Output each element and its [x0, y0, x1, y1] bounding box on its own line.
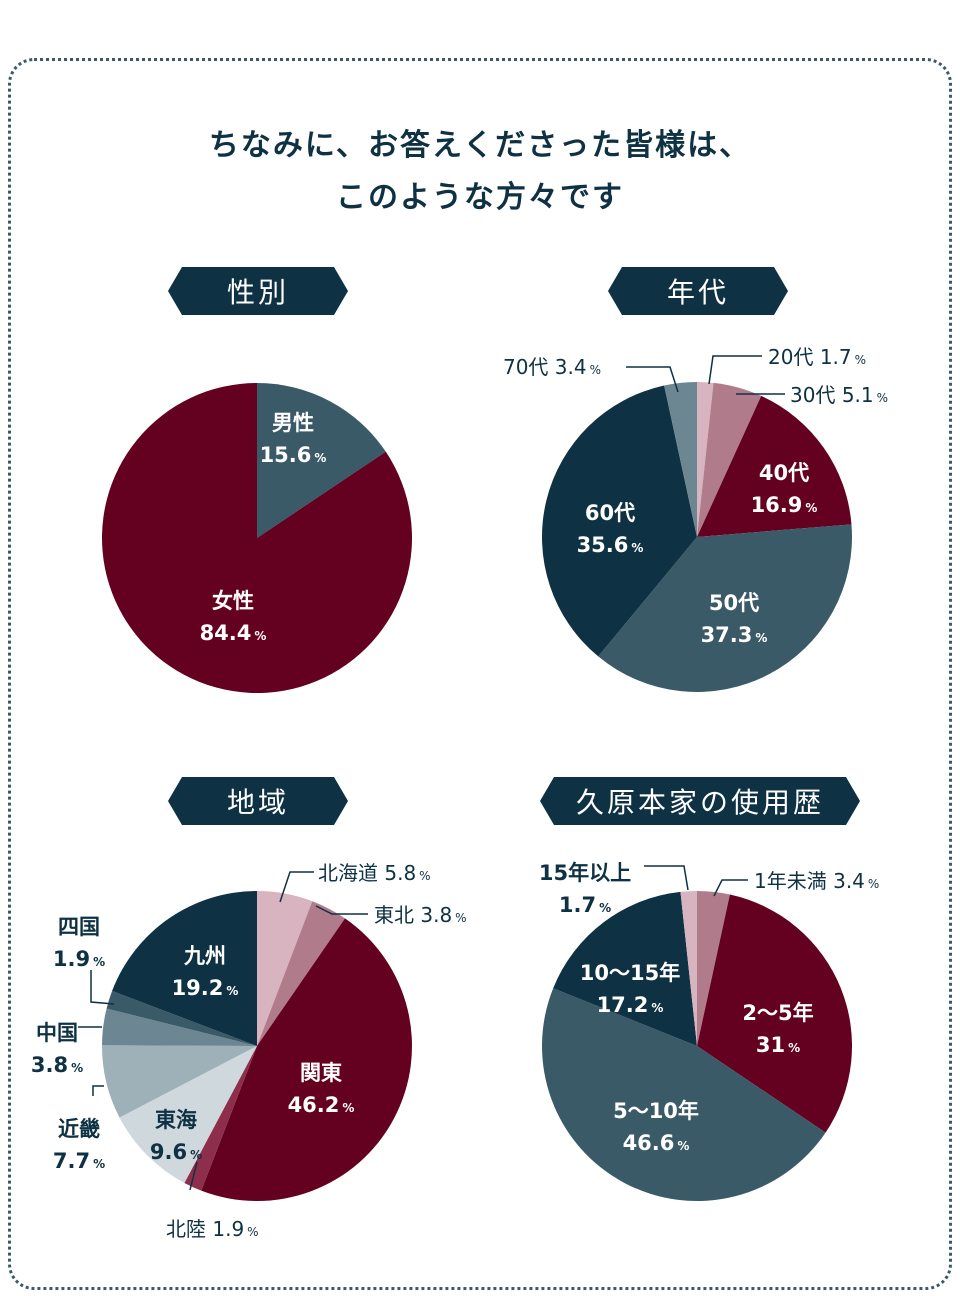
- region-leader-line-0: [279, 871, 314, 903]
- age-slice-4: [541, 385, 697, 657]
- age-label-1: 30代 5.1%: [790, 383, 888, 407]
- age-leader-line-5: [626, 366, 679, 393]
- gender-slice-0: [257, 383, 386, 538]
- region-label-8: 九州 19.2%: [172, 944, 239, 1000]
- usage-label-3: 10〜15年 17.2%: [580, 961, 680, 1017]
- region-leader-line-1: [315, 905, 368, 915]
- region-label-5: 近畿 7.7%: [53, 1117, 105, 1173]
- region-slice-3: [184, 1046, 257, 1191]
- gender-chart-title: 性別: [168, 267, 348, 315]
- region-label-6: 中国 3.8%: [31, 1021, 83, 1077]
- region-label-0: 北海道 5.8%: [318, 861, 431, 885]
- pie-labels-layer: 男性 15.6 % 女性 84.4 % 20代 1.7 % 30代 5.1 % 40代 16.9 % 50…: [31, 345, 888, 1241]
- age-slice-5: [664, 382, 697, 537]
- region-slice-1: [257, 901, 345, 1046]
- usage-label-2: 5〜10年 46.6%: [613, 1099, 699, 1155]
- usage-label-0: 1年未満 3.4%: [754, 869, 879, 893]
- page-title-line-2: このような方々です: [336, 180, 624, 215]
- usage-slice-3: [553, 891, 697, 1046]
- age-slice-0: [697, 382, 714, 537]
- region-slice-4: [119, 1046, 258, 1183]
- region-leader-line-3: [189, 1161, 198, 1191]
- gender-label-1: 女性 84.4%: [200, 589, 267, 645]
- age-label-0: 20代 1.7%: [768, 345, 866, 369]
- region-slice-7: [106, 990, 257, 1046]
- age-slice-2: [697, 395, 852, 537]
- age-label-3: 50代 37.3%: [701, 591, 768, 647]
- region-label-7: 四国 1.9%: [53, 915, 105, 971]
- region-label-1: 東北 3.8%: [374, 903, 467, 927]
- age-slice-1: [697, 382, 762, 537]
- usage-label-4: 15年以上 1.7%: [539, 861, 631, 917]
- region-slice-6: [102, 1008, 257, 1046]
- dotted-frame: [8, 58, 952, 1290]
- region-label-2: 関東 46.2%: [288, 1061, 355, 1117]
- leader-lines-layer: [78, 355, 785, 1191]
- gender-label-0: 男性 15.6%: [260, 411, 327, 467]
- usage-slice-0: [697, 891, 730, 1046]
- usage-leader-line-4: [644, 865, 689, 891]
- age-label-5: 70代 3.4%: [503, 355, 601, 379]
- usage-slice-1: [697, 894, 853, 1133]
- usage-leader-line-0: [713, 879, 748, 897]
- age-chart-title: 年代: [608, 267, 788, 315]
- region-leader-line-5: [92, 1085, 104, 1096]
- age-label-2: 40代 16.9%: [751, 461, 818, 517]
- region-slice-8: [112, 891, 257, 1046]
- region-slice-2: [201, 918, 412, 1201]
- gender-slice-1: [102, 383, 413, 693]
- usage-label-1: 2〜5年 31%: [742, 1001, 813, 1057]
- region-slice-0: [257, 891, 313, 1046]
- usage-slice-2: [542, 988, 826, 1201]
- age-leader-line-0: [708, 355, 762, 385]
- region-chart-title: 地域: [168, 777, 348, 825]
- page-title-line-1: ちなみに、お答えくださった皆様は、: [208, 128, 752, 163]
- usage-chart-title: 久原本家の使用歴: [540, 777, 860, 825]
- age-slice-3: [598, 524, 852, 692]
- pie-slices-layer: [101, 382, 853, 1201]
- region-label-4: 東海 9.6%: [150, 1108, 202, 1164]
- region-slice-5: [101, 1045, 258, 1118]
- usage-slice-4: [680, 891, 697, 1046]
- region-leader-line-7: [90, 970, 115, 1005]
- age-label-4: 60代 35.6%: [577, 501, 644, 557]
- region-label-3: 北陸 1.9%: [166, 1217, 259, 1241]
